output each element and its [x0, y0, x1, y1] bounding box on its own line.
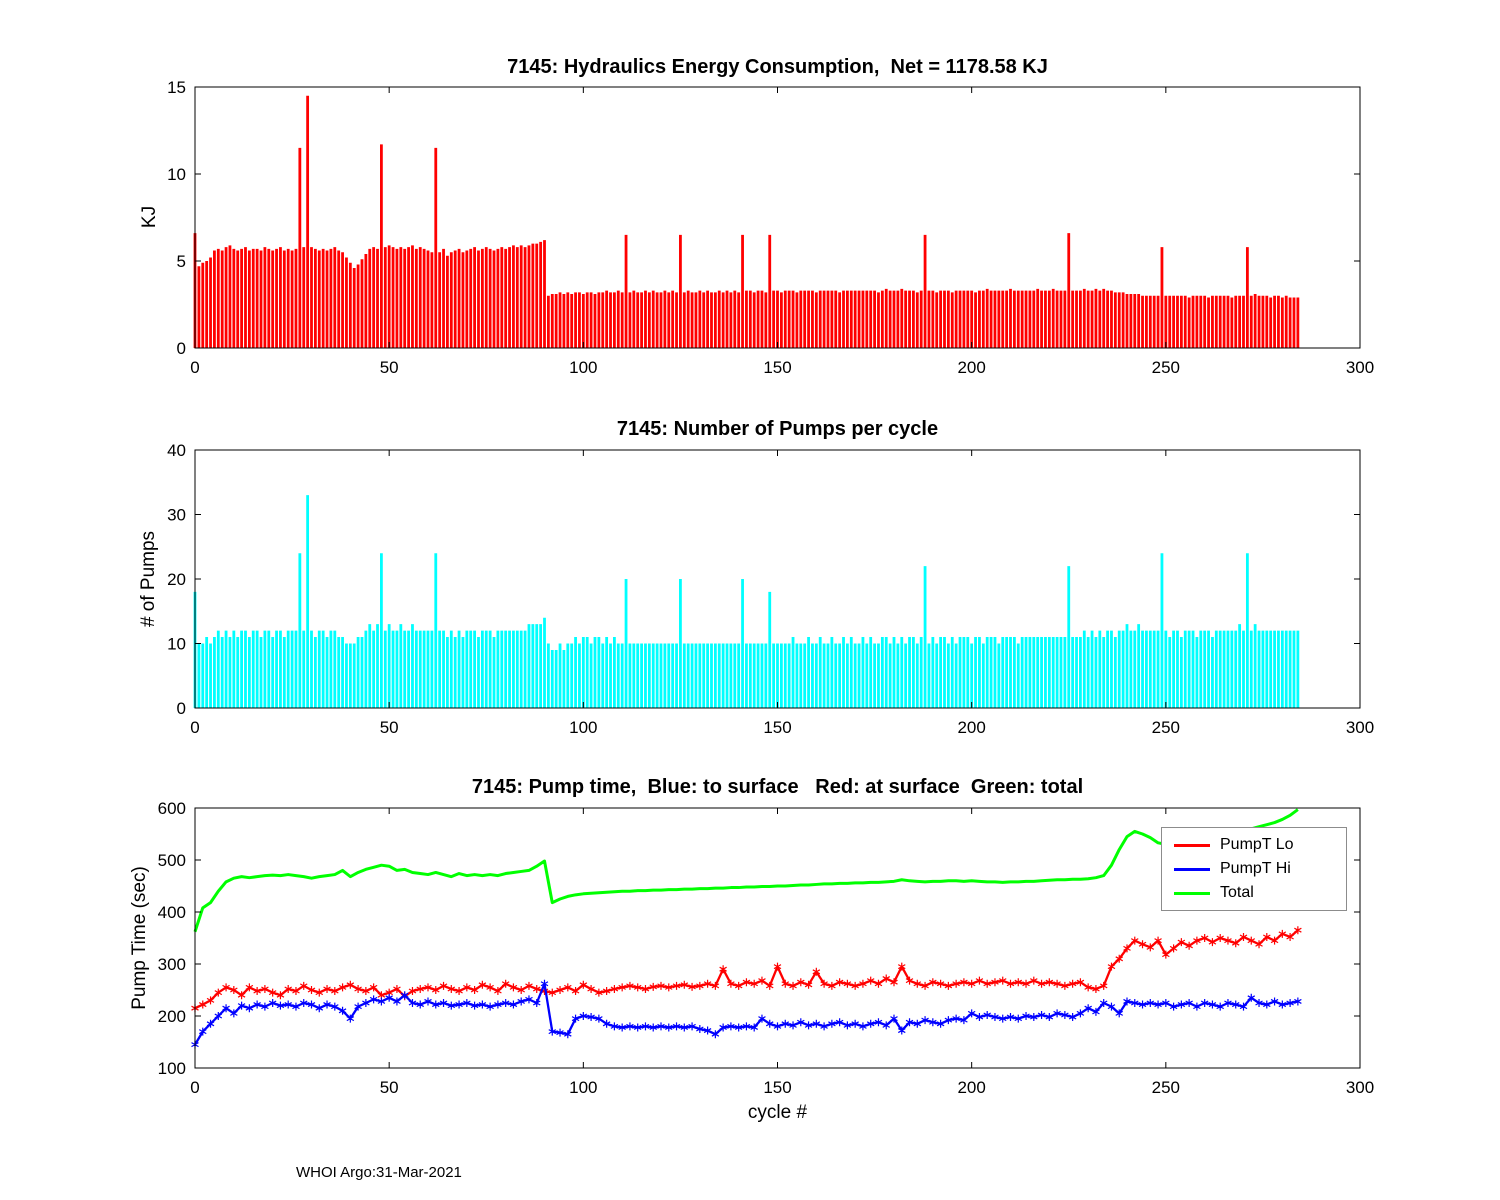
axis-ticks-0 [194, 86, 1361, 349]
y-tick-label: 10 [167, 635, 186, 654]
y-tick-label: 20 [167, 570, 186, 589]
x-tick-label: 200 [957, 1078, 985, 1097]
x-tick-label: 150 [763, 718, 791, 737]
x-tick-label: 200 [957, 718, 985, 737]
axis-ticks-2 [194, 807, 1361, 1069]
pumps-chart-title: 7145: Number of Pumps per cycle [616, 418, 939, 440]
pumps-chart-plot: 0 50 100 150 200 250 300 0 10 20 30 40 [167, 443, 1374, 737]
x-tick-label: 300 [1346, 718, 1374, 737]
legend-item-total: Total [1174, 884, 1334, 902]
y-tick-label: 100 [158, 1059, 186, 1078]
y-tick-label: 40 [167, 443, 186, 460]
legend-item-pumpt-hi: PumpT Hi [1174, 860, 1334, 878]
line-series-2 [193, 808, 1299, 933]
x-tick-label: 200 [957, 358, 985, 377]
x-tick-label: 50 [380, 718, 399, 737]
legend-item-pumpt-lo: PumpT Lo [1174, 836, 1334, 854]
energy-chart-plot: 0 50 100 150 200 250 300 0 5 10 15 [167, 80, 1374, 377]
legend-label-pumpt-hi: PumpT Hi [1220, 860, 1291, 877]
y-tick-label: 400 [158, 903, 186, 922]
x-tick-label: 250 [1152, 1078, 1180, 1097]
x-tick-label: 0 [190, 358, 199, 377]
y-tick-label: 0 [177, 699, 186, 718]
pumptime-chart-plot: 0 50 100 150 200 250 300 100 200 300 400 500 600 [158, 801, 1375, 1097]
y-tick-label: 300 [158, 955, 186, 974]
y-tick-label: 0 [177, 339, 186, 358]
x-tick-label: 150 [763, 358, 791, 377]
y-tick-label: 600 [158, 801, 186, 818]
y-tick-label: 200 [158, 1007, 186, 1026]
x-tick-label: 100 [569, 1078, 597, 1097]
y-tick-label: 10 [167, 165, 186, 184]
pumptime-chart-xlabel: cycle # [747, 1102, 808, 1123]
axis-ticks-1 [194, 449, 1361, 709]
x-tick-label: 0 [190, 1078, 199, 1097]
x-tick-label: 50 [380, 1078, 399, 1097]
x-tick-label: 50 [380, 358, 399, 377]
x-tick-label: 150 [763, 1078, 791, 1097]
footer-text: WHOI Argo:31-Mar-2021 [296, 1164, 462, 1181]
bars-1 [193, 495, 1300, 708]
x-tick-label: 250 [1152, 358, 1180, 377]
y-tick-label: 30 [167, 506, 186, 525]
legend-label-total: Total [1220, 884, 1254, 901]
x-tick-label: 100 [569, 718, 597, 737]
legend: PumpT Lo PumpT Hi Total [1161, 827, 1347, 911]
pumptime-chart-title: 7145: Pump time, Blue: to surface Red: a… [471, 776, 1084, 798]
y-tick-label: 5 [177, 252, 186, 271]
x-tick-label: 250 [1152, 718, 1180, 737]
legend-blue-line-swatch [1174, 867, 1210, 871]
legend-red-line-swatch [1174, 843, 1210, 847]
x-tick-label: 300 [1346, 358, 1374, 377]
bars-0 [193, 95, 1300, 348]
x-tick-label: 300 [1346, 1078, 1374, 1097]
y-tick-label: 500 [158, 851, 186, 870]
legend-label-pumpt-lo: PumpT Lo [1220, 836, 1294, 853]
x-tick-label: 0 [190, 718, 199, 737]
y-tick-label: 15 [167, 80, 186, 97]
x-tick-label: 100 [569, 358, 597, 377]
energy-chart-title: 7145: Hydraulics Energy Consumption, Net… [507, 56, 1048, 78]
legend-green-line-swatch [1174, 891, 1210, 895]
line-series-1 [194, 982, 1299, 1046]
